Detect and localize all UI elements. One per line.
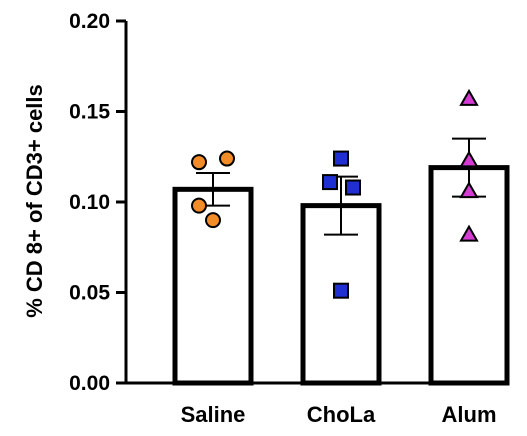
data-points <box>191 88 479 299</box>
x-tick-label: Saline <box>181 402 246 427</box>
point-saline <box>191 154 207 171</box>
x-tick-label: ChoLa <box>307 402 376 427</box>
point-alum <box>459 150 479 168</box>
bar-alum <box>428 165 510 386</box>
x-tick-label: Alum <box>442 402 497 427</box>
error-bars <box>196 137 486 236</box>
point-alum <box>459 224 479 242</box>
y-ticks: 0.00 0.05 0.10 0.15 0.20 <box>69 10 126 395</box>
point-saline <box>205 212 221 229</box>
y-axis-title: % CD 8+ of CD3+ cells <box>22 84 47 318</box>
point-chola <box>333 150 349 167</box>
y-tick-label: 0.10 <box>69 191 110 214</box>
point-saline <box>191 197 207 214</box>
y-tick-label: 0.05 <box>69 282 110 305</box>
point-alum <box>459 181 479 199</box>
point-alum <box>459 88 479 106</box>
category-labels: Saline ChoLa Alum <box>181 402 497 427</box>
y-tick-label: 0.00 <box>69 372 110 395</box>
point-saline <box>219 150 235 167</box>
y-tick-label: 0.15 <box>69 101 110 124</box>
point-chola <box>345 179 361 196</box>
point-chola <box>322 174 338 191</box>
point-chola <box>333 282 349 299</box>
y-tick-label: 0.20 <box>69 10 110 33</box>
